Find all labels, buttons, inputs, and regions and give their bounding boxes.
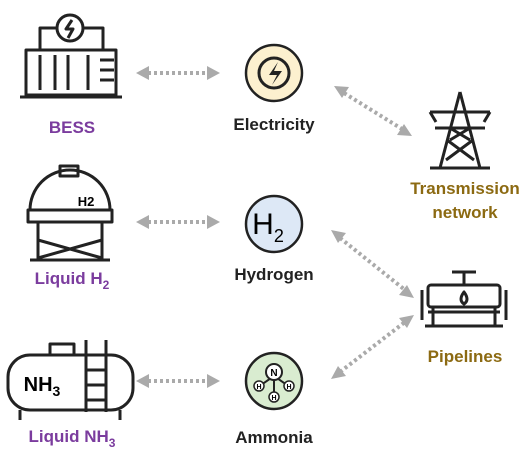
label-sub: 2 xyxy=(103,278,110,292)
tank-text-sub: 3 xyxy=(53,383,61,399)
symbol-sub: 2 xyxy=(274,226,284,246)
hydrogen-symbol: H2 xyxy=(252,208,284,246)
storage-label: Liquid NH3 xyxy=(29,427,116,449)
arrows xyxy=(136,66,414,388)
nh3-tank-icon xyxy=(6,340,135,420)
storage-label: Liquid H2 xyxy=(35,269,110,292)
bess-icon xyxy=(20,13,122,99)
atom: N xyxy=(270,368,277,379)
hydrogen-icon xyxy=(244,194,304,254)
pipe-icon xyxy=(420,270,508,328)
atom: H xyxy=(271,395,276,402)
infra-label: network xyxy=(432,203,498,222)
carrier-label: Electricity xyxy=(233,115,315,134)
tank-text-main: NH xyxy=(24,374,53,396)
h2-tank-icon xyxy=(26,164,114,262)
label-sub: 3 xyxy=(109,436,116,449)
label-text: Liquid NH xyxy=(29,427,109,446)
atom: H xyxy=(256,384,261,391)
infra-label: Transmission xyxy=(410,179,520,198)
carrier-label: Hydrogen xyxy=(234,265,313,284)
carrier-label: Ammonia xyxy=(235,428,313,447)
tank-text: H2 xyxy=(78,194,95,209)
infra-label: Pipelines xyxy=(428,347,503,366)
symbol-main: H xyxy=(252,208,274,241)
label-text: Liquid H xyxy=(35,269,103,288)
storage-label: BESS xyxy=(49,118,95,137)
tank-text: NH3 xyxy=(24,374,61,399)
tower-icon xyxy=(428,91,492,170)
atom: H xyxy=(286,384,291,391)
